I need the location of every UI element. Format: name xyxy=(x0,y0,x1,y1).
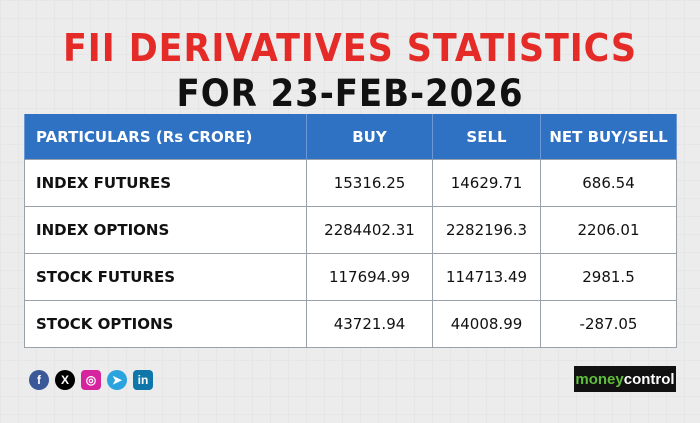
linkedin-icon[interactable]: in xyxy=(133,370,153,390)
social-links: f X ◎ ➤ in xyxy=(29,370,153,390)
buy-value: 15316.25 xyxy=(306,159,433,207)
page-subtitle: FOR 23-FEB-2026 xyxy=(176,72,524,115)
header-sell: SELL xyxy=(432,114,541,160)
moneycontrol-logo: money control xyxy=(574,366,676,392)
x-icon[interactable]: X xyxy=(55,370,75,390)
net-value: 686.54 xyxy=(540,159,677,207)
buy-value: 2284402.31 xyxy=(306,206,433,254)
row-label: STOCK OPTIONS xyxy=(24,300,307,348)
page-title: FII DERIVATIVES STATISTICS xyxy=(62,26,638,70)
table-row: STOCK FUTURES 117694.99 114713.49 2981.5 xyxy=(24,253,677,301)
buy-value: 43721.94 xyxy=(306,300,433,348)
table-row: STOCK OPTIONS 43721.94 44008.99 -287.05 xyxy=(24,300,677,348)
logo-part-money: money xyxy=(575,370,624,388)
header-particulars: PARTICULARS (Rs CRORE) xyxy=(24,114,307,160)
logo-part-control: control xyxy=(623,370,675,388)
sell-value: 14629.71 xyxy=(432,159,541,207)
table-row: INDEX FUTURES 15316.25 14629.71 686.54 xyxy=(24,159,677,207)
sell-value: 44008.99 xyxy=(432,300,541,348)
row-label: INDEX OPTIONS xyxy=(24,206,307,254)
sell-value: 2282196.3 xyxy=(432,206,541,254)
facebook-icon[interactable]: f xyxy=(29,370,49,390)
telegram-icon[interactable]: ➤ xyxy=(107,370,127,390)
table-row: INDEX OPTIONS 2284402.31 2282196.3 2206.… xyxy=(24,206,677,254)
net-value: 2981.5 xyxy=(540,253,677,301)
row-label: STOCK FUTURES xyxy=(24,253,307,301)
row-label: INDEX FUTURES xyxy=(24,159,307,207)
fii-derivatives-table: PARTICULARS (Rs CRORE) BUY SELL NET BUY/… xyxy=(24,114,677,348)
table-header-row: PARTICULARS (Rs CRORE) BUY SELL NET BUY/… xyxy=(24,114,677,160)
header-buy: BUY xyxy=(306,114,433,160)
header-net: NET BUY/SELL xyxy=(540,114,677,160)
sell-value: 114713.49 xyxy=(432,253,541,301)
net-value: 2206.01 xyxy=(540,206,677,254)
net-value: -287.05 xyxy=(540,300,677,348)
instagram-icon[interactable]: ◎ xyxy=(81,370,101,390)
buy-value: 117694.99 xyxy=(306,253,433,301)
